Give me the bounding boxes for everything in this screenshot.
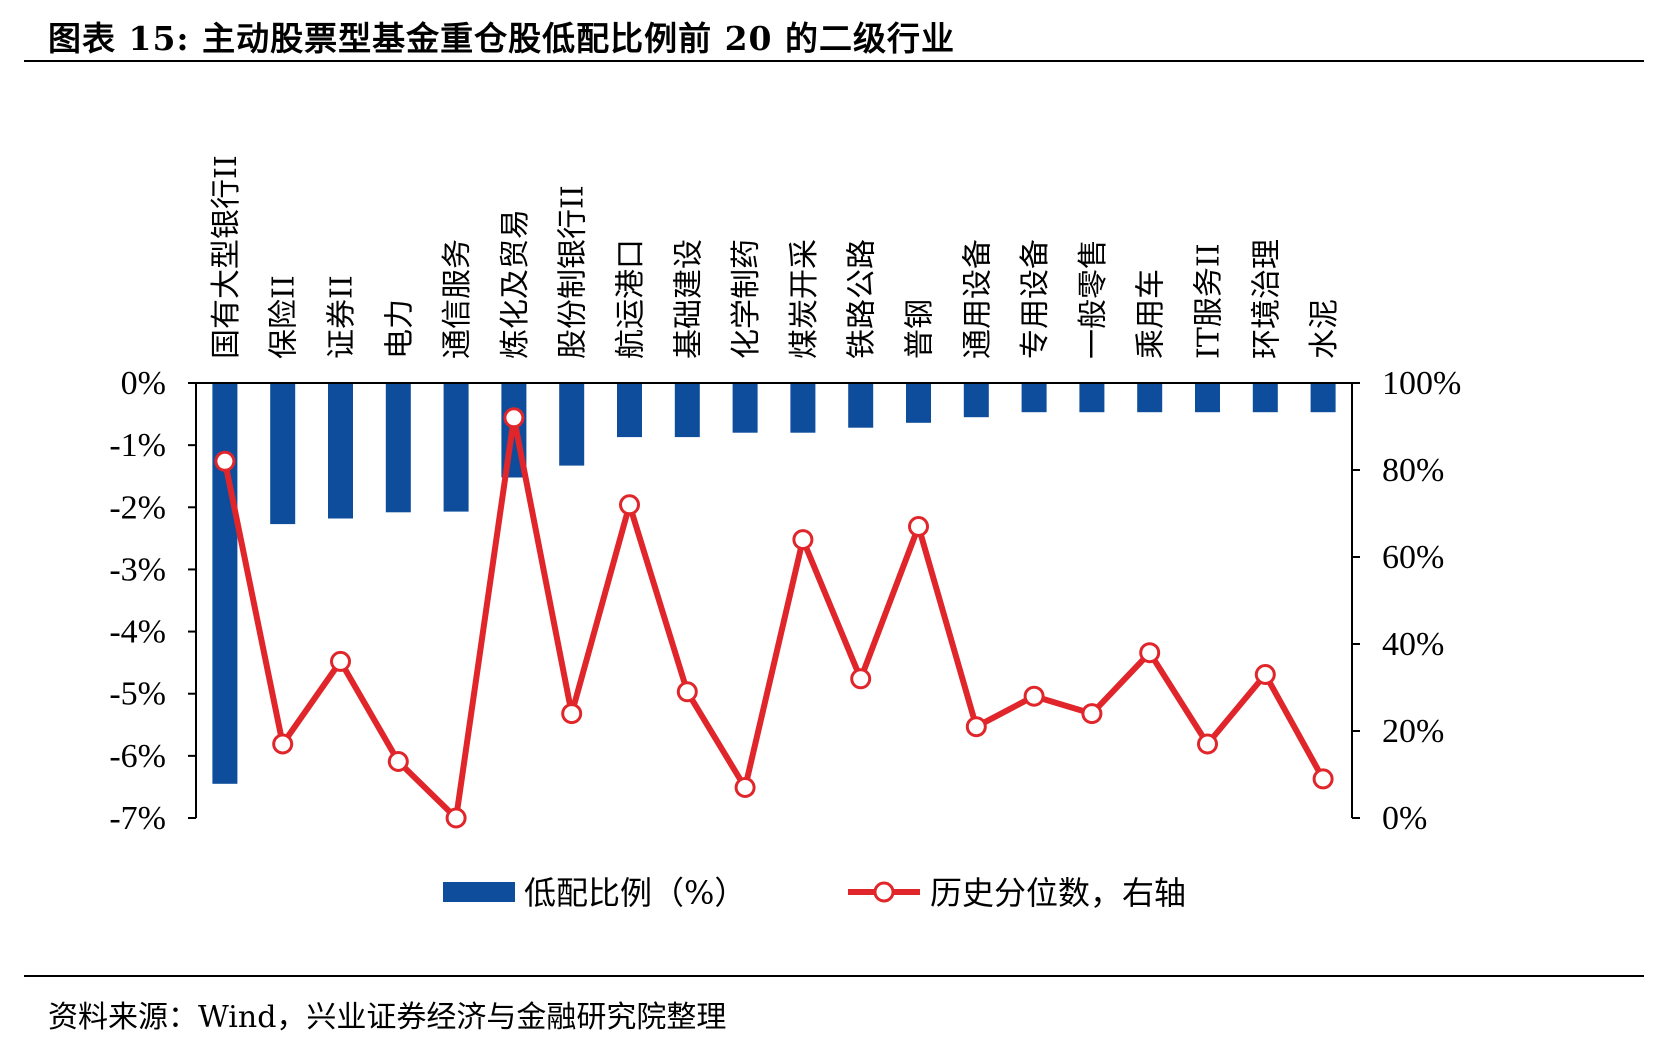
left-tick-label: -6% <box>109 738 166 775</box>
category-label: 证券II <box>325 275 360 359</box>
line-point <box>1197 733 1218 755</box>
category-label: 通用设备 <box>960 239 995 359</box>
line-point <box>387 751 409 772</box>
bar <box>385 383 411 513</box>
left-tick-label: -2% <box>109 489 166 526</box>
line-point <box>330 650 351 672</box>
bar <box>559 383 585 466</box>
bar <box>906 383 931 423</box>
bar <box>212 383 238 784</box>
title-rule <box>24 60 1644 62</box>
right-tick-label: 20% <box>1382 713 1444 750</box>
bar <box>1079 383 1105 413</box>
legend-line-label: 历史分位数，右轴 <box>930 874 1186 912</box>
category-label: 通信服务 <box>440 239 475 359</box>
bar <box>674 383 700 438</box>
line-point <box>676 681 698 703</box>
line-point <box>1254 664 1276 685</box>
labels-layer: 国有大型银行II 保险II 证券II 电力 通信服务 炼化及贸易 股份制银行II 航运港口 基础… <box>209 155 1342 359</box>
category-label: 国有大型银行II <box>209 155 244 359</box>
category-label: 基础建设 <box>671 239 706 359</box>
category-label: 水泥 <box>1307 299 1342 359</box>
percentile-line <box>221 414 1326 821</box>
line-point <box>734 777 756 798</box>
category-label: 铁路公路 <box>845 239 880 359</box>
bar <box>848 383 874 428</box>
right-tick-label: 40% <box>1382 626 1444 663</box>
bar <box>328 383 353 519</box>
line-point <box>1139 642 1161 664</box>
bars-layer <box>212 383 1336 784</box>
category-label: 保险II <box>267 275 302 359</box>
legend: 低配比例（%） 历史分位数，右轴 <box>443 874 1186 912</box>
line-point <box>965 716 987 738</box>
left-tick-label: -7% <box>109 800 166 837</box>
source-note: 资料来源：Wind，兴业证券经济与金融研究院整理 <box>48 1000 727 1035</box>
bar <box>1195 383 1220 413</box>
category-label: 专用设备 <box>1018 239 1053 359</box>
left-tick-label: -3% <box>109 551 166 588</box>
legend-line-marker <box>873 881 895 903</box>
source-rule <box>24 975 1644 977</box>
line-point <box>561 703 583 725</box>
bar <box>963 383 989 418</box>
category-label: 化学制药 <box>729 239 764 359</box>
line-point <box>792 529 814 551</box>
legend-bar-swatch <box>443 882 515 902</box>
bar <box>617 383 642 438</box>
category-label: 电力 <box>382 299 417 359</box>
left-tick-label: 0% <box>121 365 166 402</box>
left-tick-label: -5% <box>109 676 166 713</box>
right-tick-label: 80% <box>1382 452 1444 489</box>
category-label: 煤炭开采 <box>787 239 822 359</box>
right-tick-label: 60% <box>1382 539 1444 576</box>
bar <box>1310 383 1336 413</box>
line-point <box>272 733 294 755</box>
category-label: IT服务II <box>1192 243 1227 359</box>
line-point <box>908 516 929 537</box>
line-point <box>214 450 236 472</box>
line-point <box>503 407 525 429</box>
bar <box>1252 383 1278 413</box>
category-label: 炼化及贸易 <box>498 209 533 359</box>
category-label: 一般零售 <box>1076 239 1111 359</box>
line-point <box>445 807 467 829</box>
bar <box>790 383 816 433</box>
right-tick-label: 0% <box>1382 800 1427 837</box>
category-label: 环境治理 <box>1249 239 1284 359</box>
bar <box>1021 383 1047 413</box>
bar <box>443 383 469 512</box>
bar <box>270 383 296 525</box>
category-label: 股份制银行II <box>556 185 591 359</box>
line-layer <box>214 407 1334 829</box>
line-point <box>850 668 872 690</box>
legend-bar-label: 低配比例（%） <box>524 874 746 912</box>
axes-layer: 0% -1% -2% -3% -4% -5% -6% -7% 100% 80% 60% 40% 20% 0… <box>109 365 1461 837</box>
category-label: 普钢 <box>903 299 938 359</box>
bar <box>1137 383 1163 413</box>
category-label: 航运港口 <box>614 239 649 359</box>
chart-title: 图表 15: 主动股票型基金重仓股低配比例前 20 的二级行业 <box>48 19 955 58</box>
bar <box>732 383 758 433</box>
left-tick-label: -4% <box>109 614 166 651</box>
category-label: 乘用车 <box>1134 269 1169 359</box>
line-point <box>1023 685 1045 707</box>
right-tick-label: 100% <box>1382 365 1461 402</box>
line-point <box>1312 768 1334 790</box>
left-tick-label: -1% <box>109 427 166 464</box>
line-point <box>619 494 640 516</box>
line-point <box>1081 703 1103 725</box>
